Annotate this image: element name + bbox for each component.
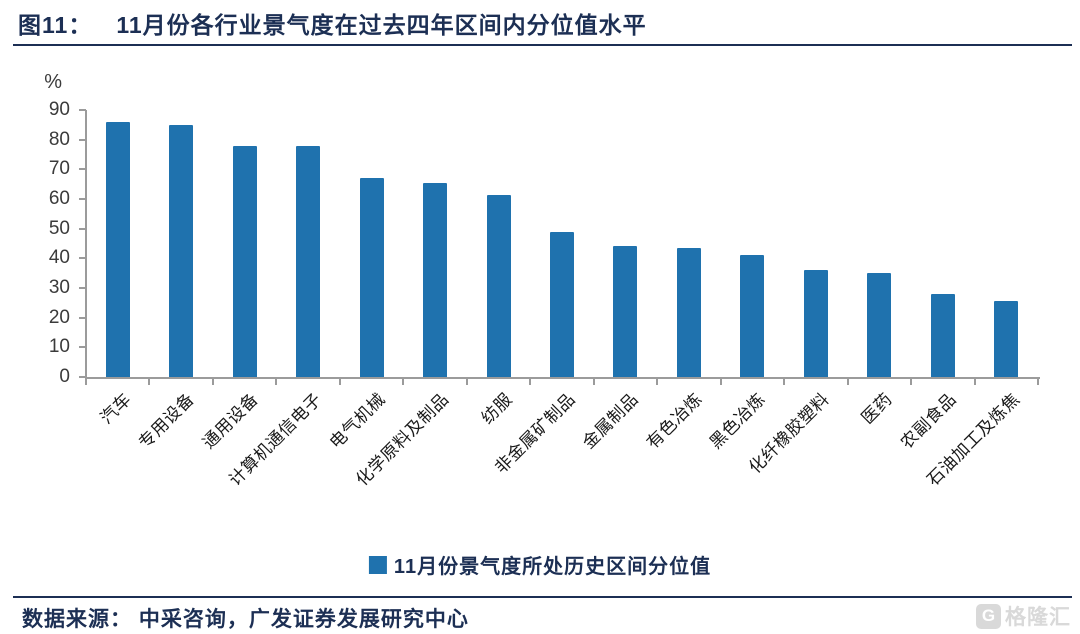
y-tick-mark (79, 376, 86, 378)
bar-有色冶炼 (676, 247, 701, 377)
bar-化纤橡胶塑料 (803, 270, 828, 377)
header-divider (13, 44, 1072, 46)
bar-slot (848, 110, 911, 377)
x-tick-mark (211, 379, 214, 385)
x-tick-mark (719, 379, 722, 385)
x-tick-mark (465, 379, 468, 385)
y-tick-mark (79, 198, 86, 200)
bar-石油加工及炼焦 (994, 301, 1019, 377)
bar-slot (721, 110, 784, 377)
y-axis-line (85, 110, 87, 379)
bar-slot (86, 110, 149, 377)
x-category-label: 金属制品 (579, 389, 643, 453)
x-tick-mark (783, 379, 786, 385)
bar-slot (213, 110, 276, 377)
figure-header: 图11： 11月份各行业景气度在过去四年区间内分位值水平 (18, 6, 647, 40)
y-tick-label: 20 (48, 306, 70, 328)
bar-化学原料及制品 (423, 182, 448, 377)
bar-slot (340, 110, 403, 377)
x-category-label: 医药 (858, 389, 897, 428)
bar-slot (403, 110, 466, 377)
y-tick-mark (79, 227, 86, 230)
x-tick-mark (910, 379, 913, 385)
y-tick-mark (79, 346, 86, 349)
y-tick-mark (79, 287, 86, 289)
y-tick-label: 70 (48, 158, 70, 180)
bar-非金属矿制品 (550, 231, 575, 377)
bar-slot (594, 110, 657, 377)
x-axis-line (85, 377, 1040, 379)
y-tick-label: 10 (48, 336, 70, 358)
x-category-label: 纺服 (477, 389, 516, 428)
bar-电气机械 (359, 178, 384, 377)
y-tick-mark (79, 316, 86, 319)
x-category-label: 有色冶炼 (642, 389, 706, 453)
bar-slot (657, 110, 720, 377)
x-tick-mark (275, 379, 278, 385)
x-tick-mark (1037, 379, 1039, 385)
y-tick-label: 60 (48, 188, 70, 209)
x-tick-mark (656, 379, 659, 385)
legend-color-swatch (368, 555, 387, 574)
bar-slot (276, 110, 339, 377)
x-tick-mark (402, 379, 405, 385)
bar-黑色冶炼 (740, 255, 765, 377)
y-tick-mark (79, 168, 86, 171)
x-category-label: 汽车 (96, 389, 135, 428)
bar-slot (975, 110, 1038, 377)
x-category-label: 专用设备 (135, 389, 199, 453)
bar-slot (784, 110, 847, 377)
legend-series-label: 11月份景气度所处历史区间分位值 (393, 556, 712, 578)
y-tick-label: 50 (48, 217, 70, 239)
bar-计算机通信电子 (296, 145, 321, 377)
bar-纺服 (486, 194, 511, 377)
x-tick-mark (592, 379, 595, 385)
y-tick-mark (79, 138, 86, 141)
bar-金属制品 (613, 246, 638, 377)
y-axis-unit-label: % (44, 71, 62, 93)
figure-number-label: 图11： (18, 12, 93, 38)
x-tick-mark (529, 379, 532, 385)
gelonghui-logo-icon: G (976, 603, 1001, 629)
bar-slot (911, 110, 974, 377)
y-tick-label: 80 (48, 128, 70, 150)
footer-divider (13, 596, 1072, 598)
x-tick-mark (973, 379, 976, 385)
bar-农副食品 (930, 293, 955, 377)
bar-汽车 (105, 121, 130, 377)
y-tick-label: 0 (59, 366, 70, 387)
y-tick-label: 90 (48, 99, 70, 120)
y-tick-mark (79, 257, 86, 260)
bar-series (86, 110, 1038, 377)
gelonghui-logo-text: 格隆汇 (1005, 606, 1071, 629)
x-tick-mark (338, 379, 341, 385)
x-tick-mark (148, 379, 151, 385)
bar-slot (149, 110, 212, 377)
bar-通用设备 (232, 145, 257, 377)
x-tick-mark (85, 379, 87, 385)
figure-title: 11月份各行业景气度在过去四年区间内分位值水平 (116, 12, 647, 38)
bar-专用设备 (169, 124, 194, 377)
y-tick-mark (79, 109, 86, 111)
data-source-note: 数据来源： 中采咨询，广发证券发展研究中心 (22, 608, 469, 631)
brand-watermark: G 格隆汇 (976, 601, 1071, 631)
y-tick-label: 30 (48, 277, 70, 298)
chart-legend: 11月份景气度所处历史区间分位值 (368, 550, 712, 579)
x-tick-mark (846, 379, 849, 385)
bar-slot (467, 110, 530, 377)
bar-slot (530, 110, 593, 377)
y-tick-label: 40 (48, 247, 70, 269)
bar-医药 (867, 273, 892, 377)
